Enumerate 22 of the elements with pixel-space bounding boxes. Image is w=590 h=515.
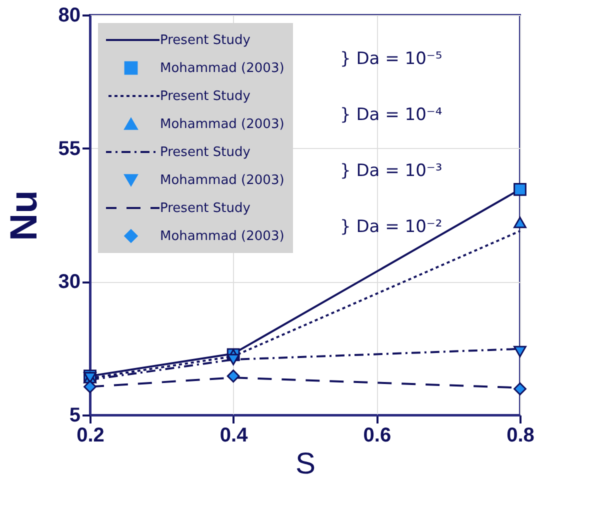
annotation: } Da = 10⁻² (340, 217, 442, 237)
legend-label: Present Study (160, 201, 251, 216)
y-tick-label: 5 (69, 404, 80, 426)
x-tick-label: 0.6 (363, 424, 392, 446)
legend-label: Mohammad (2003) (160, 117, 284, 132)
y-tick-label: 55 (58, 138, 80, 160)
x-tick-label: 0.2 (76, 424, 104, 446)
legend-label: Mohammad (2003) (160, 229, 284, 244)
x-tick-label: 0.8 (506, 424, 534, 446)
legend-label: Present Study (160, 33, 251, 48)
annotation: } Da = 10⁻⁵ (340, 49, 442, 69)
y-tick-label: 80 (58, 4, 80, 26)
legend-label: Present Study (160, 89, 251, 104)
annotation: } Da = 10⁻⁴ (340, 105, 442, 125)
y-axis-title: Nu (3, 190, 46, 241)
x-tick-label: 0.4 (220, 424, 249, 446)
y-tick-label: 30 (58, 271, 80, 294)
annotation: } Da = 10⁻³ (340, 161, 442, 181)
x-axis-title: S (295, 448, 316, 480)
legend-label: Present Study (160, 145, 251, 160)
legend-label: Mohammad (2003) (160, 61, 284, 76)
legend-label: Mohammad (2003) (160, 173, 284, 188)
